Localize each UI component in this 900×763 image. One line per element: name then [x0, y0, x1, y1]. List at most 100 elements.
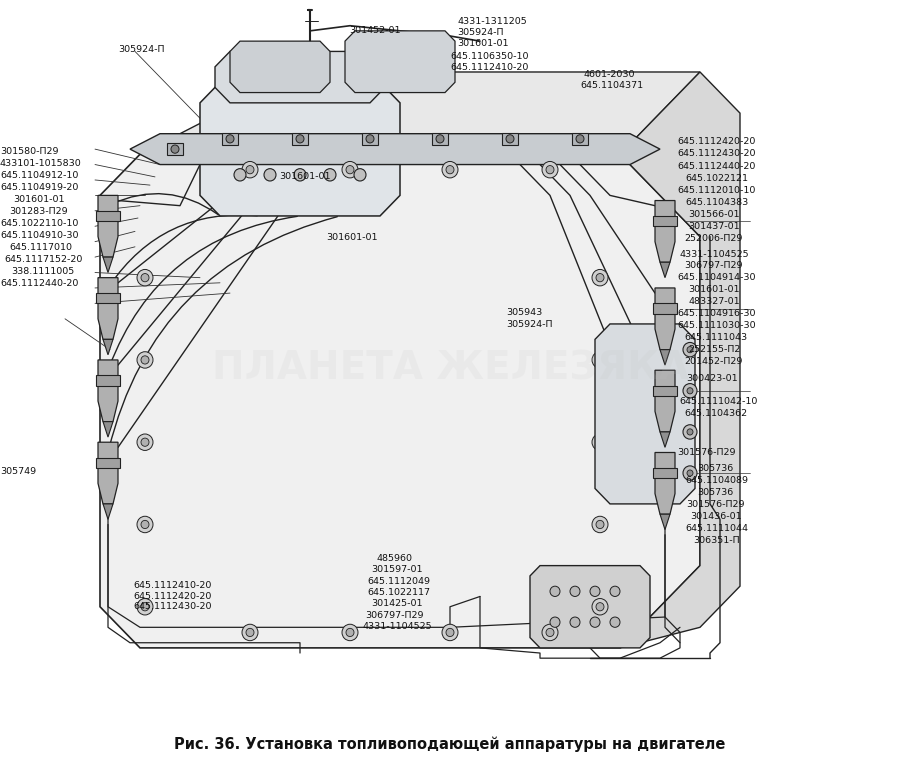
Text: 305749: 305749: [0, 468, 36, 476]
Circle shape: [141, 274, 149, 282]
Polygon shape: [655, 370, 675, 432]
Circle shape: [610, 617, 620, 627]
Text: 485960: 485960: [376, 554, 412, 563]
Text: 645.1112420-20: 645.1112420-20: [678, 137, 756, 146]
Text: 252006-П29: 252006-П29: [684, 234, 742, 243]
Text: 301580-П29: 301580-П29: [0, 146, 58, 156]
Polygon shape: [655, 288, 675, 349]
Text: 301601-01: 301601-01: [457, 40, 508, 49]
Text: 305736: 305736: [698, 464, 733, 473]
Text: 645.1117010: 645.1117010: [9, 243, 72, 252]
Text: 305943: 305943: [507, 308, 543, 317]
Text: 305736: 305736: [698, 488, 733, 497]
Circle shape: [294, 169, 306, 181]
Circle shape: [141, 356, 149, 364]
Circle shape: [446, 166, 454, 174]
Text: 301601-01: 301601-01: [326, 233, 377, 242]
Circle shape: [596, 356, 604, 364]
Text: 301601-01: 301601-01: [279, 172, 330, 181]
Text: 301597-01: 301597-01: [372, 565, 423, 575]
Circle shape: [242, 624, 258, 641]
Polygon shape: [103, 257, 113, 272]
Circle shape: [610, 586, 620, 597]
Text: 645.1112010-10: 645.1112010-10: [678, 185, 756, 195]
Text: 645.1104914-30: 645.1104914-30: [678, 273, 756, 282]
Text: 645.1104089: 645.1104089: [686, 476, 749, 485]
Circle shape: [446, 629, 454, 636]
Text: 252155-П2: 252155-П2: [688, 346, 741, 354]
Text: 301425-01: 301425-01: [372, 600, 423, 608]
Bar: [653, 216, 677, 227]
Text: 300423-01: 300423-01: [687, 375, 738, 384]
Text: 338.1111005: 338.1111005: [11, 267, 74, 276]
Circle shape: [576, 135, 584, 143]
Text: 645.1112440-20: 645.1112440-20: [678, 162, 756, 171]
Circle shape: [171, 145, 179, 153]
Circle shape: [546, 166, 554, 174]
Circle shape: [687, 388, 693, 394]
Circle shape: [596, 520, 604, 529]
Polygon shape: [502, 133, 518, 145]
Text: 645.1111042-10: 645.1111042-10: [680, 397, 758, 406]
Polygon shape: [595, 324, 695, 504]
Circle shape: [683, 343, 697, 357]
Polygon shape: [530, 565, 650, 648]
Bar: [96, 375, 120, 385]
Text: 4601-2030: 4601-2030: [583, 70, 634, 79]
Polygon shape: [103, 422, 113, 437]
Circle shape: [506, 135, 514, 143]
Circle shape: [324, 169, 336, 181]
Text: 4331-1311205: 4331-1311205: [457, 17, 527, 26]
Polygon shape: [98, 360, 118, 422]
Circle shape: [683, 425, 697, 439]
Circle shape: [550, 617, 560, 627]
Text: 645.1022121: 645.1022121: [686, 174, 749, 182]
Text: Рис. 36. Установка топливоподающей аппаратуры на двигателе: Рис. 36. Установка топливоподающей аппар…: [175, 736, 725, 752]
Circle shape: [596, 438, 604, 446]
Circle shape: [296, 135, 304, 143]
Text: 645.1022117: 645.1022117: [367, 588, 430, 597]
Circle shape: [141, 520, 149, 529]
Circle shape: [550, 586, 560, 597]
Polygon shape: [660, 514, 670, 530]
Circle shape: [596, 603, 604, 611]
Polygon shape: [292, 133, 308, 145]
Text: 645.1112440-20: 645.1112440-20: [0, 279, 78, 288]
Polygon shape: [432, 133, 448, 145]
Circle shape: [137, 517, 153, 533]
Circle shape: [242, 162, 258, 178]
Circle shape: [137, 269, 153, 286]
Bar: [96, 293, 120, 304]
Text: 305924-П: 305924-П: [118, 45, 165, 54]
Circle shape: [590, 617, 600, 627]
Circle shape: [246, 166, 254, 174]
Text: 645.1104362: 645.1104362: [684, 409, 747, 418]
Circle shape: [687, 429, 693, 435]
Polygon shape: [130, 134, 660, 165]
Circle shape: [141, 438, 149, 446]
Text: 305924-П: 305924-П: [507, 320, 554, 329]
Text: 301576-П29: 301576-П29: [678, 448, 736, 456]
Text: 301601-01: 301601-01: [14, 195, 65, 204]
Circle shape: [137, 352, 153, 369]
Circle shape: [342, 624, 358, 641]
Text: 4331-1104525: 4331-1104525: [680, 250, 749, 259]
Bar: [96, 458, 120, 468]
Polygon shape: [660, 262, 670, 278]
Circle shape: [226, 135, 234, 143]
Text: 645.1104383: 645.1104383: [686, 198, 749, 207]
Polygon shape: [660, 349, 670, 365]
Text: 301566-01: 301566-01: [688, 210, 740, 219]
Text: 645.1111044: 645.1111044: [686, 524, 749, 533]
Text: 645.1104919-20: 645.1104919-20: [0, 183, 78, 192]
Text: 645.1112430-20: 645.1112430-20: [678, 150, 756, 159]
Bar: [653, 468, 677, 478]
Text: 306351-П: 306351-П: [693, 536, 740, 546]
Circle shape: [683, 466, 697, 480]
Circle shape: [542, 162, 558, 178]
Circle shape: [596, 274, 604, 282]
Text: 306797-П29: 306797-П29: [684, 261, 742, 270]
Circle shape: [687, 346, 693, 353]
Polygon shape: [572, 133, 588, 145]
Text: 483327-01: 483327-01: [688, 297, 740, 306]
